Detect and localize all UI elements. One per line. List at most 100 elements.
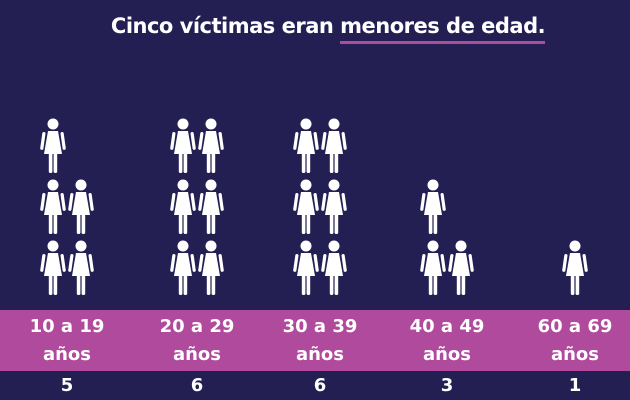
icon-leg bbox=[570, 275, 575, 295]
icon-leg bbox=[183, 214, 188, 234]
title-highlight: menores de edad. bbox=[340, 14, 546, 44]
icon-group bbox=[170, 118, 224, 295]
icon-leg bbox=[81, 214, 86, 234]
icon-head bbox=[47, 118, 59, 130]
icon-leg bbox=[433, 214, 438, 234]
icon-leg bbox=[178, 275, 183, 295]
category-label: 60 a 69 años bbox=[537, 316, 613, 365]
category-label: 10 a 19 años bbox=[29, 316, 105, 365]
icon-leg bbox=[329, 214, 334, 234]
icon-dress bbox=[297, 192, 315, 215]
icon-dress bbox=[297, 131, 315, 154]
icon-dress bbox=[202, 253, 220, 276]
icon-leg bbox=[81, 275, 86, 295]
icon-dress bbox=[424, 192, 442, 215]
icon-leg bbox=[461, 275, 466, 295]
icon-head bbox=[75, 240, 87, 252]
person-icon bbox=[420, 240, 446, 295]
icon-head bbox=[47, 240, 59, 252]
icon-leg bbox=[334, 214, 339, 234]
icon-arm bbox=[313, 253, 319, 272]
chart-title: Cinco víctimas eran menores de edad. bbox=[0, 14, 630, 44]
icon-dress bbox=[44, 131, 62, 154]
icon-arm bbox=[170, 253, 176, 272]
icon-leg bbox=[306, 214, 311, 234]
label-band bbox=[0, 310, 630, 371]
icon-head bbox=[569, 240, 581, 252]
icon-leg bbox=[76, 275, 81, 295]
icon-leg bbox=[211, 153, 216, 173]
person-icon bbox=[562, 240, 588, 295]
icon-arm bbox=[420, 192, 426, 211]
icon-head bbox=[177, 118, 189, 130]
icon-arm bbox=[88, 253, 94, 272]
icon-arm bbox=[293, 253, 299, 272]
person-icon bbox=[68, 240, 94, 295]
icon-dress bbox=[174, 131, 192, 154]
icon-leg bbox=[53, 275, 58, 295]
icon-arm bbox=[313, 131, 319, 150]
icon-arm bbox=[40, 253, 46, 272]
icon-leg bbox=[206, 275, 211, 295]
icon-arm bbox=[198, 192, 204, 211]
icon-leg bbox=[456, 275, 461, 295]
icon-arm bbox=[190, 131, 196, 150]
person-icon bbox=[448, 240, 474, 295]
person-icon bbox=[321, 179, 347, 234]
icon-head bbox=[205, 118, 217, 130]
icon-leg bbox=[211, 214, 216, 234]
person-icon bbox=[40, 118, 66, 173]
icon-arm bbox=[420, 253, 426, 272]
icon-arm bbox=[448, 253, 454, 272]
icon-head bbox=[427, 240, 439, 252]
icon-arm bbox=[321, 131, 327, 150]
icon-dress bbox=[566, 253, 584, 276]
icon-head bbox=[177, 179, 189, 191]
value-label: 5 bbox=[60, 375, 74, 396]
icon-dress bbox=[325, 131, 343, 154]
icon-arm bbox=[582, 253, 588, 272]
icon-arm bbox=[170, 192, 176, 211]
icon-dress bbox=[202, 131, 220, 154]
icon-arm bbox=[68, 253, 74, 272]
icon-leg bbox=[48, 214, 53, 234]
icon-leg bbox=[575, 275, 580, 295]
icon-leg bbox=[428, 214, 433, 234]
icon-leg bbox=[48, 275, 53, 295]
person-icon bbox=[321, 118, 347, 173]
icon-arm bbox=[40, 192, 46, 211]
icon-head bbox=[328, 240, 340, 252]
icon-arm bbox=[341, 131, 347, 150]
icon-arm bbox=[190, 192, 196, 211]
icon-arm bbox=[40, 131, 46, 150]
person-icon bbox=[40, 240, 66, 295]
icon-head bbox=[455, 240, 467, 252]
icon-dress bbox=[44, 192, 62, 215]
icon-arm bbox=[190, 253, 196, 272]
icon-leg bbox=[433, 275, 438, 295]
icon-dress bbox=[297, 253, 315, 276]
icon-dress bbox=[202, 192, 220, 215]
icon-dress bbox=[452, 253, 470, 276]
icon-dress bbox=[325, 253, 343, 276]
icon-arm bbox=[198, 131, 204, 150]
icon-arm bbox=[440, 253, 446, 272]
icon-arm bbox=[170, 131, 176, 150]
icon-head bbox=[300, 179, 312, 191]
icon-arm bbox=[60, 192, 66, 211]
icon-arm bbox=[60, 131, 66, 150]
icon-arm bbox=[562, 253, 568, 272]
person-icon bbox=[321, 240, 347, 295]
person-icon bbox=[170, 240, 196, 295]
icon-leg bbox=[76, 214, 81, 234]
person-icon bbox=[198, 240, 224, 295]
icon-leg bbox=[301, 214, 306, 234]
person-icon bbox=[170, 118, 196, 173]
icon-arm bbox=[440, 192, 446, 211]
icon-arm bbox=[341, 253, 347, 272]
icon-leg bbox=[53, 214, 58, 234]
person-icon bbox=[420, 179, 446, 234]
icon-arm bbox=[313, 192, 319, 211]
icon-dress bbox=[325, 192, 343, 215]
